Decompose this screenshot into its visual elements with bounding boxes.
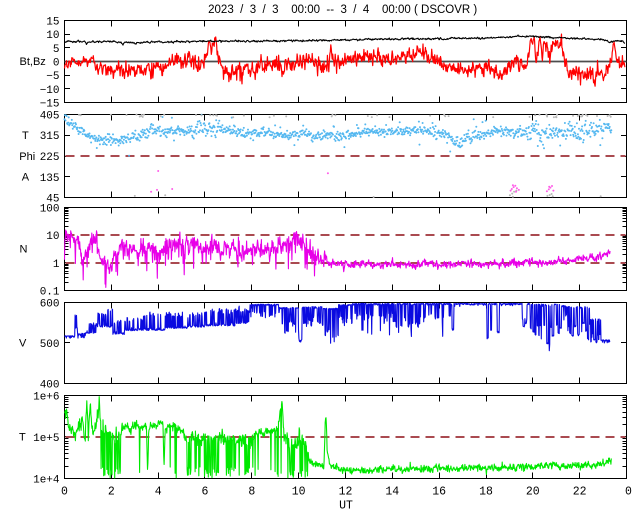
svg-text:Phi: Phi bbox=[19, 151, 35, 163]
svg-text:12: 12 bbox=[339, 486, 353, 499]
svg-text:N: N bbox=[20, 244, 28, 256]
svg-text:−5: −5 bbox=[46, 71, 59, 83]
svg-text:0: 0 bbox=[53, 58, 60, 70]
svg-text:14: 14 bbox=[385, 486, 399, 499]
svg-text:400: 400 bbox=[40, 380, 60, 392]
svg-text:0: 0 bbox=[625, 486, 632, 499]
svg-text:2: 2 bbox=[108, 486, 115, 499]
svg-text:4: 4 bbox=[155, 486, 162, 499]
svg-text:600: 600 bbox=[40, 299, 60, 311]
svg-text:10: 10 bbox=[46, 30, 59, 42]
svg-text:T: T bbox=[22, 130, 29, 142]
svg-text:8: 8 bbox=[248, 486, 255, 499]
svg-text:405: 405 bbox=[40, 111, 60, 123]
svg-text:T: T bbox=[19, 432, 26, 444]
svg-text:1e+4: 1e+4 bbox=[33, 475, 60, 487]
svg-text:16: 16 bbox=[432, 486, 446, 499]
svg-text:−15: −15 bbox=[40, 99, 60, 111]
svg-text:6: 6 bbox=[202, 486, 209, 499]
svg-text:100: 100 bbox=[40, 204, 60, 216]
svg-text:0: 0 bbox=[61, 486, 68, 499]
svg-text:315: 315 bbox=[40, 131, 60, 143]
svg-text:10: 10 bbox=[292, 486, 306, 499]
svg-text:2023 / 3 / 3 00:00 --: 2023 / 3 / 3 00:00 -- 3 / 4 00:00 ( DSCO… bbox=[208, 4, 477, 16]
svg-text:1e+5: 1e+5 bbox=[33, 433, 59, 445]
svg-text:Bt,Bz: Bt,Bz bbox=[20, 56, 46, 68]
svg-text:5: 5 bbox=[53, 44, 60, 56]
svg-text:225: 225 bbox=[40, 152, 60, 164]
svg-text:10: 10 bbox=[46, 231, 59, 243]
svg-text:500: 500 bbox=[40, 339, 60, 351]
svg-text:45: 45 bbox=[46, 194, 59, 206]
svg-text:V: V bbox=[19, 338, 27, 350]
svg-text:1: 1 bbox=[53, 259, 60, 271]
svg-text:135: 135 bbox=[40, 173, 60, 185]
svg-text:−10: −10 bbox=[40, 85, 60, 97]
svg-text:20: 20 bbox=[526, 486, 540, 499]
svg-text:A: A bbox=[22, 172, 30, 184]
svg-text:1e+6: 1e+6 bbox=[33, 392, 59, 404]
svg-text:18: 18 bbox=[479, 486, 493, 499]
svg-text:UT: UT bbox=[339, 500, 353, 512]
svg-text:22: 22 bbox=[573, 486, 587, 499]
svg-text:15: 15 bbox=[46, 17, 59, 29]
svg-text:0.1: 0.1 bbox=[40, 287, 60, 299]
